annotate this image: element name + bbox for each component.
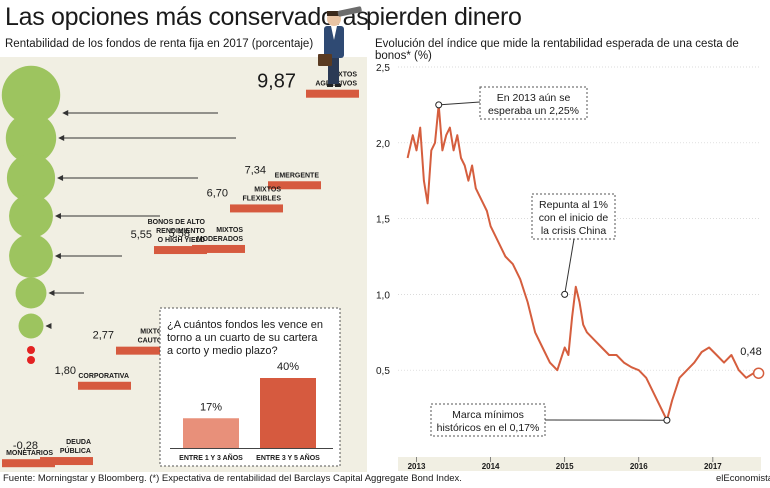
fund-category-label: MODERADOS [197, 236, 244, 243]
annotation-text: Marca mínimos [452, 409, 524, 421]
fund-value-label: 9,87 [257, 71, 296, 93]
return-circle [9, 194, 53, 238]
arrow-head [54, 253, 61, 259]
maturity-category-label: ENTRE 3 Y 5 AÑOS [256, 453, 320, 462]
y-tick-label: 2,0 [376, 139, 390, 150]
fund-value-label: 5,58 [169, 228, 190, 240]
annotation-marker [435, 101, 443, 109]
annotation-box [531, 193, 616, 240]
y-tick-label: 1,0 [376, 290, 390, 301]
fund-category-label: DEUDA [66, 439, 91, 446]
step-bar [268, 181, 321, 190]
brand-logo-text: elEconomista [716, 473, 770, 484]
maturity-inset-chart: ¿A cuántos fondos les vence en torno a un… [159, 307, 341, 467]
step-bar [230, 204, 283, 213]
annotation-leader [564, 238, 575, 295]
fund-value-label: 5,55 [131, 229, 152, 241]
negative-return-dot [27, 346, 35, 354]
maturity-bar [183, 418, 239, 448]
annotation-text: la crisis China [541, 225, 607, 237]
fund-value-label: 6,70 [207, 187, 228, 199]
maturity-bar [260, 378, 316, 448]
step-bar [40, 457, 93, 466]
fund-category-label: MIXTOS [140, 329, 167, 336]
fund-value-label: 2,77 [93, 330, 114, 342]
return-circle [15, 277, 47, 309]
fund-value-label: 7,34 [245, 164, 266, 176]
y-tick-label: 0,5 [376, 366, 390, 377]
fund-category-label: RENDIMIENTO [156, 228, 205, 235]
return-circle [1, 65, 61, 125]
annotation-text: con el inicio de [539, 212, 609, 224]
arrow-head [58, 135, 65, 141]
annotation-marker [663, 416, 671, 424]
step-bar [306, 89, 359, 98]
y-tick-label: 1,5 [376, 215, 390, 226]
page-title: Las opciones más conservadoras [5, 3, 369, 31]
fund-category-label: FLEXIBLES [242, 195, 281, 202]
negative-return-dot [27, 356, 35, 364]
annotation-text: Repunta al 1% [539, 199, 608, 211]
step-bar [154, 246, 207, 255]
maturity-value-label: 17% [200, 401, 222, 413]
inset-question-line: ¿A cuántos fondos les vence en torno a un… [167, 319, 323, 357]
annotation-text: esperaba un 2,25% [488, 105, 579, 117]
annotation-leader [438, 101, 481, 106]
return-circle [5, 112, 57, 164]
return-circle [6, 153, 56, 203]
fund-category-label: MIXTOS [216, 227, 243, 234]
arrow-head [54, 213, 61, 219]
y-tick-label: 2,5 [376, 63, 390, 74]
arrow-head [62, 110, 69, 116]
x-tick-label: 2015 [556, 462, 574, 471]
page-title-continued: pierden dinero [366, 3, 522, 31]
annotation-marker [561, 290, 569, 298]
fund-category-label: PÚBLICA [60, 446, 91, 455]
fund-category-label: EMERGENTE [275, 172, 320, 179]
bond-index-line-chart: 2,5 2,0 1,5 1,0 0,5 2013 2014 2015 2016 2017 En … [376, 63, 765, 471]
arrow-head [57, 175, 64, 181]
x-tick-label: 2016 [630, 462, 648, 471]
fund-category-label: MIXTOS [330, 72, 357, 79]
return-circle [18, 313, 44, 339]
fund-category-label: CORPORATIVA [78, 373, 129, 380]
left-subtitle: Rentabilidad de los fondos de renta fija… [5, 38, 314, 50]
last-value-marker [752, 367, 765, 379]
maturity-value-label: 40% [277, 361, 299, 373]
right-subtitle: Evolución del índice que mide la rentabi… [375, 38, 739, 62]
step-bar [2, 459, 55, 468]
annotation-box [430, 403, 546, 437]
bond-index-series-line [406, 103, 755, 422]
x-tick-label: 2017 [704, 462, 722, 471]
x-tick-label: 2014 [482, 462, 500, 471]
annotation-box [479, 86, 588, 120]
step-bar [116, 346, 169, 355]
annotation-text: En 2013 aún se [497, 92, 571, 104]
fund-value-label: 1,80 [55, 365, 76, 377]
step-bar [78, 381, 131, 390]
annotation-text: históricos en el 0,17% [437, 422, 540, 434]
fund-value-label: -0,28 [13, 440, 38, 452]
last-value-label: 0,48 [740, 346, 761, 358]
fund-category-label: CAUTOS [138, 338, 168, 345]
arrow-head [45, 323, 52, 329]
maturity-category-label: ENTRE 1 Y 3 AÑOS [179, 453, 243, 462]
source-note: Fuente: Morningstar y Bloomberg. (*) Exp… [3, 473, 462, 484]
arrow-head [48, 290, 55, 296]
step-bar [192, 244, 245, 253]
fund-category-label: BONOS DE ALTO [148, 219, 206, 226]
x-tick-label: 2013 [408, 462, 426, 471]
fund-category-label: MIXTOS [254, 186, 281, 193]
fund-category-label: MONETARIOS [6, 450, 53, 457]
return-circle [9, 234, 53, 278]
businessman-telescope-icon [318, 6, 362, 87]
fund-category-label: O HIGH YIELD [158, 237, 205, 244]
